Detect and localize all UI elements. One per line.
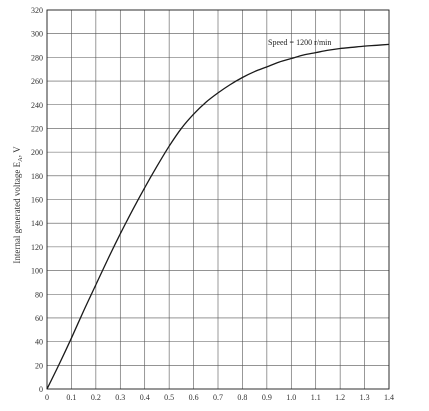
x-tick-label: 0.5 <box>164 393 174 402</box>
y-tick-label: 60 <box>35 314 43 323</box>
y-tick-label: 180 <box>31 172 43 181</box>
x-tick-label: 0.6 <box>189 393 199 402</box>
y-tick-label: 160 <box>31 196 43 205</box>
y-tick-labels: 0 20 40 60 80 100 120 140 160 180 200 220 240 260 280 3… <box>31 6 43 394</box>
y-tick-label: 260 <box>31 77 43 86</box>
x-tick-label: 0.4 <box>140 393 150 402</box>
x-tick-label: 1.2 <box>335 393 345 402</box>
x-tick-label: 1.3 <box>360 393 370 402</box>
x-tick-label: 1.4 <box>384 393 394 402</box>
y-tick-label: 20 <box>35 361 43 370</box>
x-tick-label: 0.8 <box>237 393 247 402</box>
y-tick-label: 40 <box>35 338 43 347</box>
x-tick-label: 0.3 <box>115 393 125 402</box>
y-tick-label: 100 <box>31 267 43 276</box>
grid <box>46 9 390 390</box>
y-tick-label: 140 <box>31 219 43 228</box>
y-tick-label: 120 <box>31 243 43 252</box>
magnetization-curve <box>46 43 390 390</box>
y-tick-label: 280 <box>31 53 43 62</box>
plot-border <box>46 9 390 390</box>
y-tick-label: 0 <box>39 385 43 394</box>
plot-frame <box>46 9 390 390</box>
x-tick-label: 0.7 <box>213 393 223 402</box>
y-tick-label: 320 <box>31 6 43 15</box>
x-tick-label: 1.1 <box>311 393 321 402</box>
x-tick-label: 1.0 <box>286 393 296 402</box>
speed-annotation: Speed = 1200 r/min <box>268 38 331 47</box>
y-axis-label: Internal generated voltage EA, V <box>12 146 24 264</box>
y-axis-label-subscript: A <box>17 157 24 162</box>
x-tick-label: 0.2 <box>91 393 101 402</box>
y-axis-label-main: Internal generated voltage E <box>12 161 22 263</box>
x-tick-label: 0.9 <box>262 393 272 402</box>
y-axis-label-unit: , V <box>12 146 22 157</box>
series-layer <box>46 43 390 390</box>
x-tick-labels: 0 0.1 0.2 0.3 0.4 0.5 0.6 0.7 0.8 0.9 1.0 1.1 1.2 1.3… <box>45 393 394 402</box>
x-tick-label: 0 <box>45 393 49 402</box>
y-tick-label: 240 <box>31 101 43 110</box>
y-tick-label: 220 <box>31 124 43 133</box>
y-tick-label: 80 <box>35 290 43 299</box>
y-tick-label: 200 <box>31 148 43 157</box>
y-tick-label: 300 <box>31 30 43 39</box>
x-tick-label: 0.1 <box>66 393 76 402</box>
